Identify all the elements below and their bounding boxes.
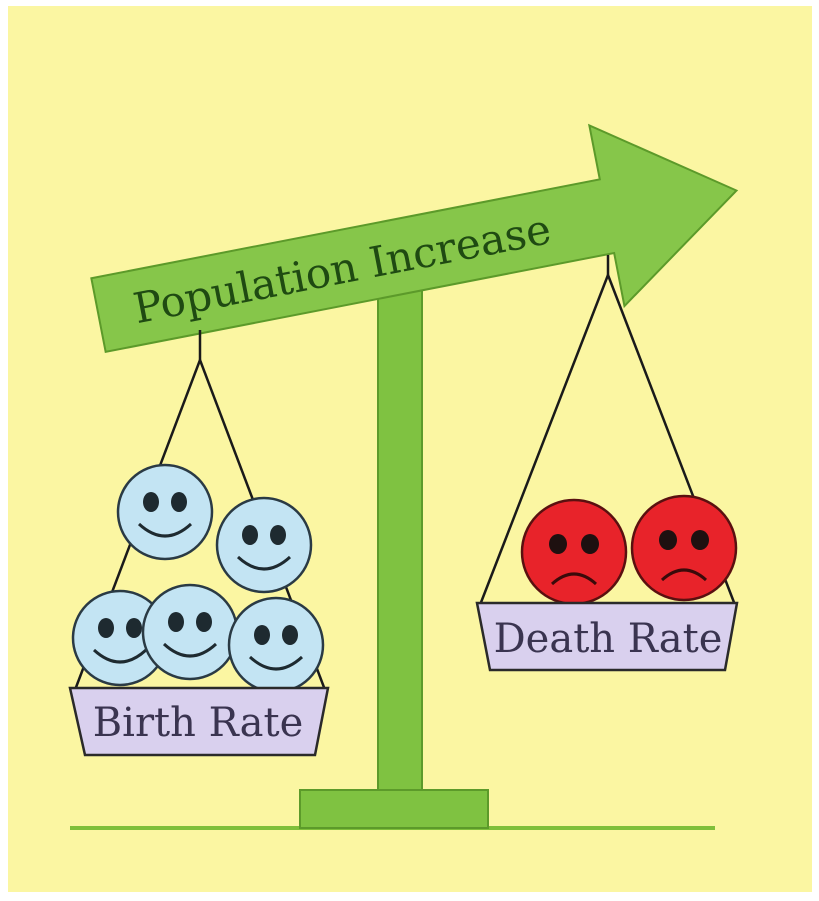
- base: [300, 790, 488, 828]
- left-pan-label: Birth Rate: [93, 700, 304, 746]
- happy-face: [118, 465, 212, 559]
- happy-face: [229, 598, 323, 692]
- happy-face: [217, 498, 311, 592]
- sad-face: [522, 500, 626, 604]
- page: {"arrow": {"label": "Population Increase…: [0, 0, 819, 901]
- right-pan-label: Death Rate: [494, 616, 723, 662]
- diagram: Population Increase Birth Rate Death Rat…: [0, 0, 819, 901]
- happy-face: [143, 585, 237, 679]
- sad-face: [632, 496, 736, 600]
- pole: [378, 285, 422, 795]
